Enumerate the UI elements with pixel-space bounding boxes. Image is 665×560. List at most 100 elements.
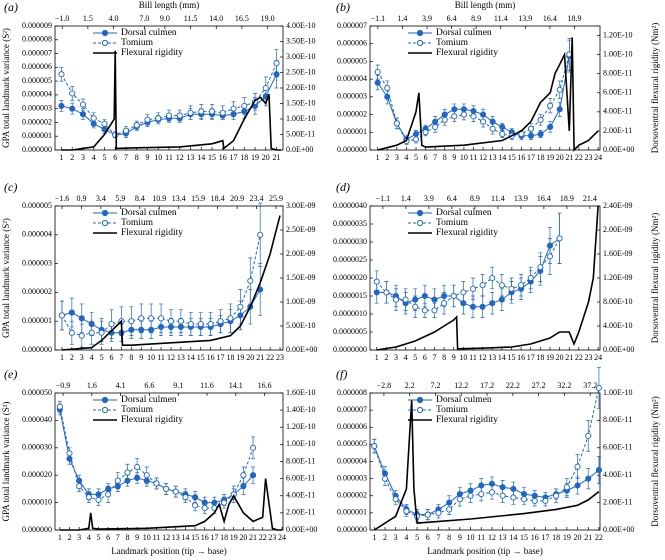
x2-tick-label: −0.9 — [56, 381, 71, 390]
data-point — [520, 496, 528, 503]
x2-tick-label: 16.5 — [235, 14, 249, 23]
data-point — [153, 480, 160, 487]
y2-tick-label: 8.00E-11 — [603, 415, 632, 424]
y2-tick-label: 2.00E-09 — [603, 225, 633, 234]
x-tick-label: 6 — [424, 153, 428, 162]
x-tick-label: 11 — [469, 353, 477, 362]
panel-label: (a) — [4, 0, 18, 14]
data-point — [69, 90, 76, 97]
x2-tick-label: 22.2 — [506, 381, 520, 390]
y2-tick-label: 1.60E-10 — [286, 388, 316, 397]
legend-marker — [101, 396, 109, 404]
y-tick-label: 0.000000 — [22, 345, 52, 354]
data-point — [431, 307, 438, 314]
y-tick-label: 0.000050 — [22, 388, 52, 397]
y2-tick-label: 6.00E-11 — [603, 443, 632, 452]
x-tick-label: 13 — [489, 153, 497, 162]
y2-tick-label: 2.50E-10 — [286, 67, 316, 76]
data-point — [547, 102, 554, 109]
x-tick-label: 5 — [413, 353, 417, 362]
x-tick-label: 20 — [556, 353, 564, 362]
x-tick-label: 15 — [197, 353, 205, 362]
x2-tick-label: 18.4 — [211, 194, 225, 203]
y-tick-label: 0.000000 — [22, 145, 52, 154]
data-point — [556, 86, 563, 93]
x-tick-label: 3 — [77, 533, 81, 542]
y-tick-label: 0.0000020 — [333, 273, 367, 282]
x2-tick-label: 13.4 — [172, 194, 186, 203]
x-tick-label: 13 — [499, 533, 507, 542]
data-point — [148, 315, 155, 322]
x-tick-label: 15 — [507, 353, 515, 362]
panel-label: (f) — [336, 367, 347, 381]
data-point — [595, 467, 602, 474]
y-tick-label: 0.000005 — [22, 76, 52, 85]
data-point — [230, 105, 237, 112]
y-axis-label: GPA total landmark variance (S²) — [1, 218, 11, 338]
y-tick-label: 0.000001 — [22, 316, 52, 325]
data-point — [542, 497, 549, 504]
y-tick-label: 0.000002 — [337, 109, 367, 118]
data-point — [383, 289, 390, 296]
x-tick-label: 3 — [394, 353, 398, 362]
y2-tick-label: 4.00E-11 — [603, 470, 632, 479]
x2-tick-label: 13.9 — [514, 194, 528, 203]
x-tick-label: 16 — [517, 153, 525, 162]
x-tick-label: 2 — [67, 533, 71, 542]
data-point — [158, 315, 165, 322]
x2-axis-label: Bill length (mm) — [455, 0, 516, 10]
x-axis-label: Landmark position (tip → base) — [111, 546, 226, 556]
y-axis-label: GPA total landmark variance (S²) — [1, 28, 11, 148]
y-tick-label: 0.000008 — [22, 35, 52, 44]
x2-tick-label: 12.2 — [454, 381, 468, 390]
legend-label: Tomium — [436, 38, 469, 48]
y-tick-label: 0.000003 — [22, 258, 52, 267]
data-point — [424, 511, 431, 518]
y2-tick-label: 1.00E-09 — [286, 297, 316, 306]
x-tick-label: 17 — [217, 353, 225, 362]
y2-tick-label: 2.00E-09 — [286, 249, 316, 258]
x-tick-label: 4 — [87, 533, 91, 542]
data-point — [574, 482, 581, 489]
data-point — [518, 282, 525, 289]
x-tick-label: 8 — [135, 153, 139, 162]
x2-tick-label: 37.2 — [583, 381, 597, 390]
x-tick-label: 10 — [147, 353, 155, 362]
y-tick-label: 0.000001 — [337, 508, 367, 517]
plot-frame — [54, 392, 284, 531]
y2-tick-label: 6.00E-11 — [603, 88, 632, 97]
x-tick-label: 23 — [584, 353, 592, 362]
x2-tick-label: 8.9 — [471, 14, 481, 23]
data-point — [69, 105, 76, 112]
y-tick-label: 0.000001 — [337, 127, 367, 136]
data-point — [68, 329, 75, 336]
x-axis-label: Landmark position (tip → base) — [427, 546, 542, 556]
y-tick-label: 0.000006 — [22, 62, 52, 71]
data-point — [402, 296, 409, 303]
y2-tick-label: 4.00E-10 — [286, 21, 316, 30]
x2-tick-label: 8.4 — [135, 194, 145, 203]
y-tick-label: 0.000020 — [22, 470, 52, 479]
x-tick-label: 22 — [575, 353, 583, 362]
x-tick-label: 7 — [433, 153, 437, 162]
data-point — [574, 463, 581, 470]
series-line — [373, 445, 600, 516]
y2-tick-label: 4.00E-10 — [603, 321, 633, 330]
data-point — [247, 277, 254, 284]
y-tick-label: 0.0000010 — [333, 309, 367, 318]
y2-tick-label: 0.00E+00 — [286, 345, 317, 354]
data-point — [273, 60, 280, 67]
x-tick-label: 14 — [197, 153, 205, 162]
data-point — [128, 318, 135, 325]
data-point — [403, 508, 410, 515]
x-tick-label: 16 — [201, 533, 209, 542]
x2-tick-label: 8.9 — [470, 194, 480, 203]
x2-tick-label: 13.9 — [518, 14, 532, 23]
x-tick-label: 9 — [452, 153, 456, 162]
data-point — [585, 432, 592, 439]
panel-label: (c) — [4, 180, 17, 194]
x-tick-label: 9 — [458, 533, 462, 542]
x-tick-label: 18 — [536, 353, 544, 362]
y2-tick-label: 2.50E-09 — [286, 225, 316, 234]
data-point — [122, 127, 130, 134]
